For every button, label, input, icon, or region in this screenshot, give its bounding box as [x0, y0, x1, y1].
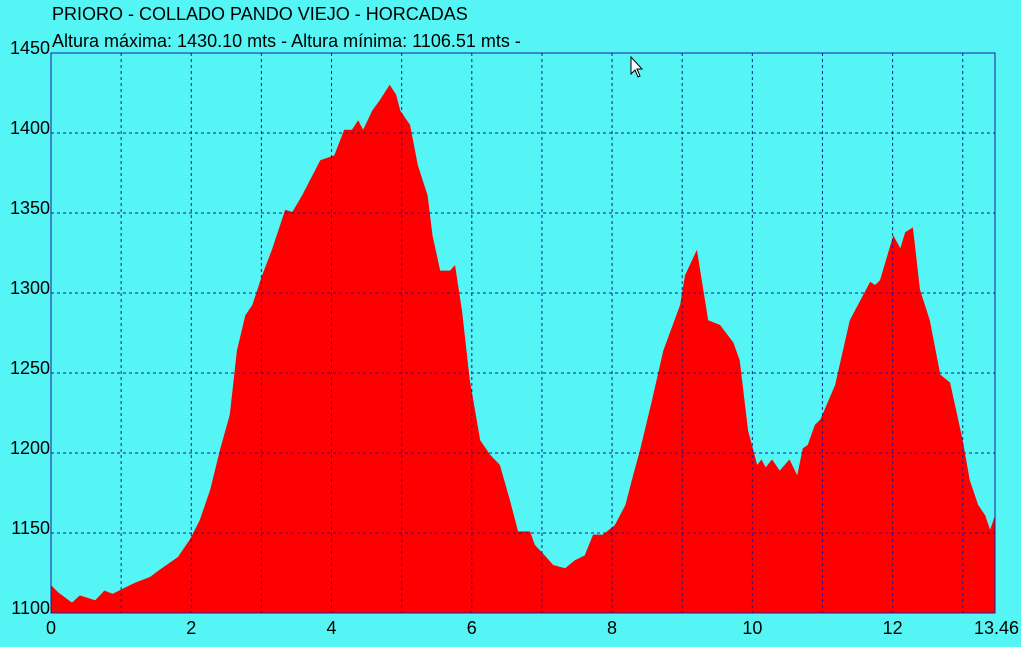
y-tick-label: 1400 — [10, 118, 50, 138]
elevation-area — [51, 84, 995, 614]
plot-area: 1100 1150 1200 1250 1300 1350 1400 1450 0 2 4 6 8 10 1… — [10, 38, 1019, 638]
x-tick-label: 6 — [467, 618, 477, 638]
y-tick-label: 1450 — [10, 38, 50, 58]
chart-subtitle: Altura máxima: 1430.10 mts - Altura míni… — [52, 31, 521, 51]
y-tick-label: 1250 — [10, 358, 50, 378]
y-tick-label: 1200 — [10, 438, 50, 458]
x-tick-label: 8 — [607, 618, 617, 638]
y-tick-label: 1150 — [11, 518, 50, 538]
y-tick-label: 1100 — [11, 598, 50, 618]
x-tick-label: 12 — [883, 618, 903, 638]
y-tick-label: 1350 — [10, 198, 50, 218]
x-tick-label: 13.46 — [974, 618, 1019, 638]
x-tick-label: 0 — [46, 618, 56, 638]
plot-border — [50, 52, 996, 614]
chart-title: PRIORO - COLLADO PANDO VIEJO - HORCADAS — [52, 4, 468, 24]
y-tick-label: 1300 — [10, 278, 50, 298]
x-tick-label: 2 — [186, 618, 196, 638]
x-tick-label: 10 — [742, 618, 762, 638]
x-tick-label: 4 — [327, 618, 337, 638]
mouse-cursor — [630, 55, 644, 78]
